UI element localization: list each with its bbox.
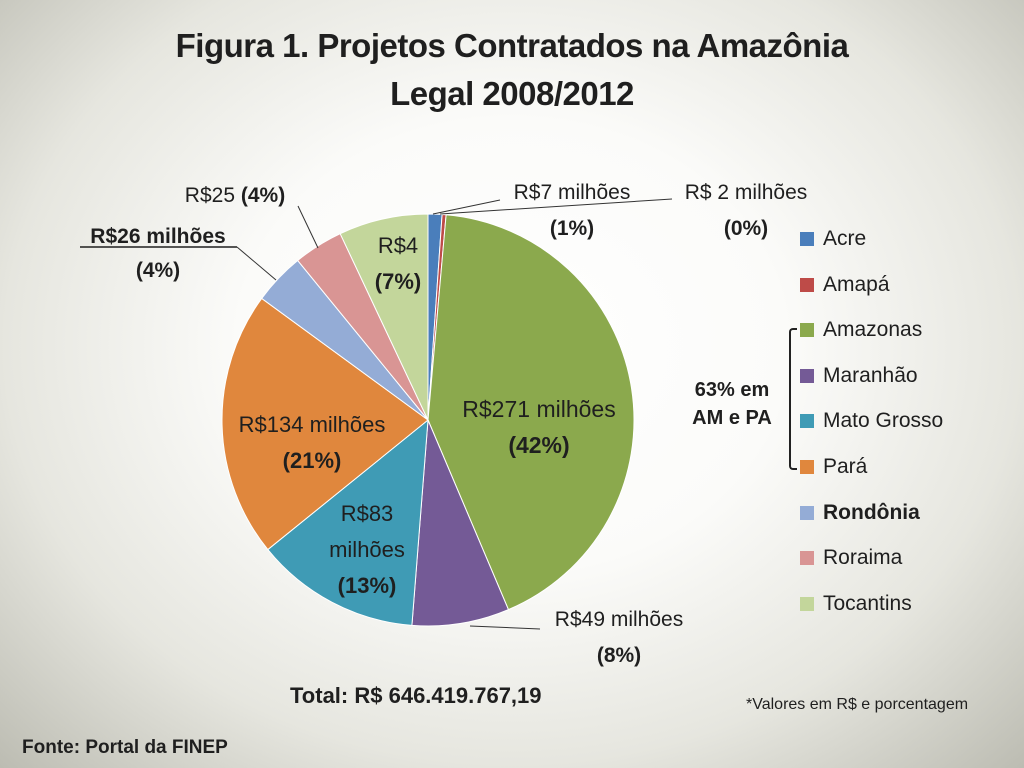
data-label-rondonia-line-1: R$26 milhões — [90, 225, 225, 248]
data-label-mato-grosso-line-1: R$83 — [341, 501, 394, 526]
data-label-roraima-percent: (4%) — [241, 184, 285, 207]
legend-bracket — [789, 328, 797, 470]
data-label-roraima: R$25 (4%) — [185, 184, 285, 207]
pie-slice-tocantins — [339, 213, 429, 421]
data-label-amapa-line-1: R$ 2 milhões — [685, 181, 808, 204]
legend-swatch-mato-grosso — [800, 414, 814, 429]
total-value: Total: R$ 646.419.767,19 — [290, 683, 542, 708]
chart-title-line-1: Figura 1. Projetos Contratados na Amazôn… — [175, 27, 849, 64]
legend-label-mato-grosso: Mato Grosso — [823, 409, 944, 433]
legend-label-amapa: Amapá — [823, 272, 890, 296]
data-label-tocantins: R$4 (7%) — [375, 233, 421, 294]
leader-line-maranhao — [469, 625, 541, 630]
data-label-tocantins-line-2: (7%) — [375, 269, 421, 294]
legend-swatch-acre — [800, 232, 814, 246]
bracket-note: 63% em AM e PA — [676, 376, 788, 432]
data-label-roraima-value: R$25 — [185, 184, 241, 207]
data-label-para-line-2: (21%) — [283, 448, 342, 473]
legend-item-tocantins: Tocantins — [800, 589, 912, 619]
data-label-amapa-line-2: (0%) — [724, 217, 768, 240]
data-label-maranhao: R$49 milhões (8%) — [555, 608, 683, 667]
legend-item-para: Pará — [800, 452, 867, 482]
legend-label-amazonas: Amazonas — [823, 318, 923, 342]
bracket-note-line-2: AM e PA — [692, 407, 772, 429]
pie-slice-mato-grosso — [267, 418, 429, 626]
data-label-mato-grosso-line-3: (13%) — [338, 573, 397, 598]
data-label-acre: R$7 milhões (1%) — [514, 181, 631, 240]
legend-swatch-maranhao — [800, 368, 814, 383]
legend-label-maranhao: Maranhão — [823, 363, 918, 387]
leader-line-amapa — [439, 198, 673, 215]
legend-item-amazonas: Amazonas — [800, 315, 922, 345]
chart-title-line-2: Legal 2008/2012 — [390, 75, 634, 112]
data-label-tocantins-line-1: R$4 — [378, 233, 418, 258]
legend-item-maranhao: Maranhão — [800, 361, 918, 391]
chart-title: Figura 1. Projetos Contratados na Amazôn… — [0, 22, 1024, 118]
data-label-maranhao-line-1: R$49 milhões — [555, 608, 683, 631]
legend-label-rondonia: Rondônia — [823, 500, 920, 524]
legend-item-roraima: Roraima — [800, 543, 902, 573]
data-label-mato-grosso: R$83 milhões (13%) — [329, 501, 405, 598]
data-label-para: R$134 milhões (21%) — [239, 412, 386, 473]
legend-label-tocantins: Tocantins — [823, 591, 912, 615]
legend-item-mato-grosso: Mato Grosso — [800, 406, 943, 436]
data-label-acre-line-1: R$7 milhões — [514, 181, 631, 204]
pie-slice-amazonas — [427, 214, 635, 611]
leader-line-acre — [432, 199, 501, 215]
data-label-rondonia-line-2: (4%) — [136, 259, 180, 282]
data-label-maranhao-line-2: (8%) — [597, 644, 641, 667]
source-credit: Fonte: Portal da FINEP — [22, 737, 228, 758]
legend-label-roraima: Roraima — [823, 546, 903, 570]
data-labels: R$7 milhões (1%) R$ 2 milhões (0%) R$271 mil… — [90, 181, 807, 667]
data-label-acre-line-2: (1%) — [550, 217, 594, 240]
legend-item-rondonia: Rondônia — [800, 498, 920, 528]
data-label-para-line-1: R$134 milhões — [239, 412, 386, 437]
data-label-rondonia: R$26 milhões (4%) — [90, 225, 225, 282]
data-label-amazonas-line-1: R$271 milhões — [462, 396, 615, 422]
legend-swatch-tocantins — [800, 596, 814, 611]
footnote: *Valores em R$ e porcentagem — [746, 696, 969, 713]
data-label-mato-grosso-line-2: milhões — [329, 537, 405, 562]
pie-slice-maranhao — [411, 419, 510, 627]
legend-item-amapa: Amapá — [800, 270, 890, 300]
legend-swatch-rondonia — [800, 505, 814, 520]
pie-slices — [221, 213, 635, 627]
legend-swatch-amazonas — [800, 323, 814, 338]
legend-item-acre: Acre — [800, 224, 866, 254]
leader-line-roraima — [297, 205, 319, 249]
data-label-amazonas-line-2: (42%) — [508, 432, 569, 458]
bracket-note-line-1: 63% em — [694, 379, 770, 401]
legend-swatch-amapa — [800, 277, 814, 292]
legend-swatch-roraima — [800, 551, 814, 566]
data-label-amapa: R$ 2 milhões (0%) — [685, 181, 808, 240]
legend-label-acre: Acre — [823, 227, 867, 250]
legend-label-para: Pará — [823, 455, 868, 478]
pie-slice-para — [221, 297, 429, 551]
data-label-amazonas: R$271 milhões (42%) — [462, 396, 615, 458]
leader-lines — [80, 198, 673, 630]
legend-swatch-para — [800, 460, 814, 474]
leader-line-rondonia — [236, 246, 277, 281]
